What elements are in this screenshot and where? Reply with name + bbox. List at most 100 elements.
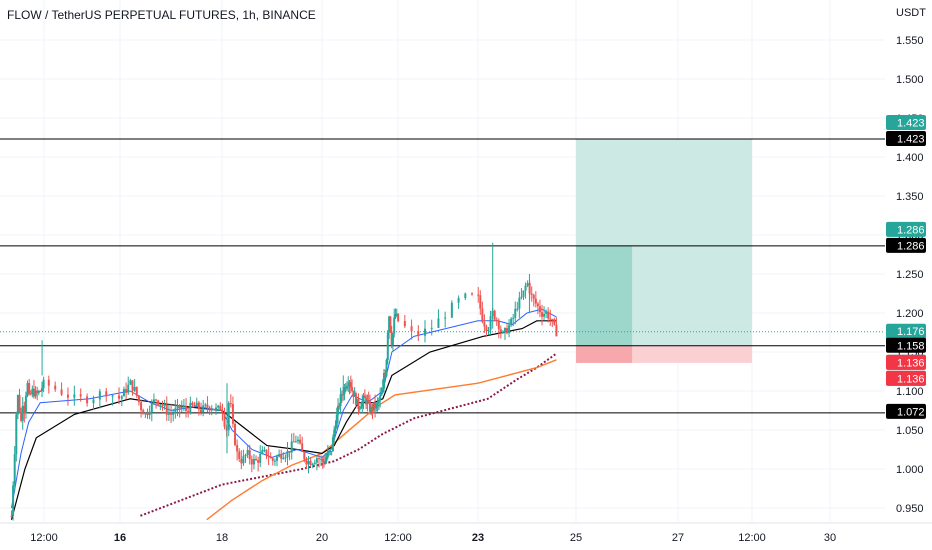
candle-body xyxy=(551,319,554,321)
candle-body xyxy=(12,485,15,516)
candle-body xyxy=(549,318,552,320)
candle-body xyxy=(357,398,360,410)
candle-body xyxy=(229,403,232,405)
candle-body xyxy=(501,332,504,334)
candle-body xyxy=(362,395,365,402)
candle-body xyxy=(21,405,24,421)
price-tag-label: 1.423 xyxy=(897,134,925,146)
price-axis-bg xyxy=(885,0,932,550)
x-tick-label: 16 xyxy=(114,532,126,544)
candle-body xyxy=(163,404,166,406)
price-tag-label: 1.158 xyxy=(897,340,925,352)
candle-body xyxy=(125,389,128,393)
x-tick-label: 12:00 xyxy=(30,532,58,544)
candle-body xyxy=(299,439,302,444)
candle-body xyxy=(503,328,506,333)
price-tag-label: 1.423 xyxy=(897,118,925,130)
candle-body xyxy=(457,298,460,303)
candle-body xyxy=(545,311,548,314)
candles xyxy=(10,242,558,521)
candle-body xyxy=(323,461,326,464)
candle-body xyxy=(10,515,13,517)
candle-body xyxy=(356,398,359,405)
candle-body xyxy=(370,406,373,412)
candle-body xyxy=(240,458,243,464)
candle-body xyxy=(394,314,397,318)
candle-body xyxy=(339,394,342,407)
candle-body xyxy=(98,391,101,400)
candle-body xyxy=(206,404,209,408)
candle-body xyxy=(219,405,222,411)
time-axis[interactable]: 12:00 16 18 20 12:00 23 25 27 12:00 30 xyxy=(0,522,932,544)
candle-body xyxy=(477,294,480,296)
candle-body xyxy=(60,389,63,395)
candle-body xyxy=(532,294,535,299)
candle-body xyxy=(178,404,181,409)
candle-body xyxy=(137,395,140,403)
candle-body xyxy=(28,383,31,394)
candle-body xyxy=(391,333,394,346)
candle-body xyxy=(381,388,384,393)
candle-body xyxy=(187,410,190,414)
candle-body xyxy=(86,396,89,404)
candle-body xyxy=(167,412,170,415)
candle-body xyxy=(377,400,380,403)
candle-body xyxy=(193,404,196,407)
profit-zone-partial xyxy=(576,245,633,346)
y-tick-label: 1.100 xyxy=(896,386,924,398)
stop-zone-partial xyxy=(576,345,633,363)
candle-body xyxy=(352,390,355,397)
candle-body xyxy=(450,302,453,318)
candle-body xyxy=(347,385,350,387)
candle-body xyxy=(329,450,332,452)
candle-body xyxy=(437,318,440,328)
candle-body xyxy=(497,320,500,330)
candle-body xyxy=(135,386,138,396)
candle-body xyxy=(259,453,262,463)
candle-body xyxy=(487,329,490,332)
candle-body xyxy=(157,400,160,405)
candle-body xyxy=(111,395,114,397)
candle-body xyxy=(144,413,147,415)
y-tick-label: 1.250 xyxy=(896,269,924,281)
candle-body xyxy=(223,412,226,427)
candle-body xyxy=(140,402,143,411)
candle-body xyxy=(320,458,323,460)
y-tick-label: 1.550 xyxy=(896,35,924,47)
candle-body xyxy=(506,328,509,334)
candle-body xyxy=(261,449,264,454)
y-unit-label: USDT xyxy=(896,7,926,19)
candle-body xyxy=(328,451,331,453)
candle-body xyxy=(248,450,251,460)
candle-body xyxy=(39,390,42,392)
candle-body xyxy=(388,316,391,333)
x-tick-label: 12:00 xyxy=(738,532,766,544)
candle-body xyxy=(303,452,306,460)
candle-body xyxy=(292,441,295,443)
candle-body xyxy=(326,451,329,458)
candle-body xyxy=(204,404,207,406)
price-tag xyxy=(886,237,926,253)
candle-body xyxy=(280,454,283,459)
candle-body xyxy=(200,409,203,413)
candle-body xyxy=(330,450,333,452)
price-tag-label: 1.072 xyxy=(897,406,925,418)
ma-orange-line xyxy=(206,359,557,521)
candle-body xyxy=(309,460,312,466)
price-tag xyxy=(886,115,926,131)
candle-body xyxy=(13,454,16,486)
candle-body xyxy=(520,296,523,298)
candle-body xyxy=(37,390,40,394)
candle-body xyxy=(54,385,57,390)
candle-body xyxy=(189,402,192,414)
candle-body xyxy=(471,293,474,295)
price-axis[interactable]: 0.9501.0001.0501.1001.1501.2001.2501.300… xyxy=(885,0,932,550)
candle-body xyxy=(307,460,310,465)
candle-body xyxy=(305,459,308,465)
candle-body xyxy=(493,310,496,320)
candle-body xyxy=(317,458,320,460)
candle-body xyxy=(512,317,515,319)
candle-body xyxy=(374,402,377,409)
candle-body xyxy=(267,455,270,458)
